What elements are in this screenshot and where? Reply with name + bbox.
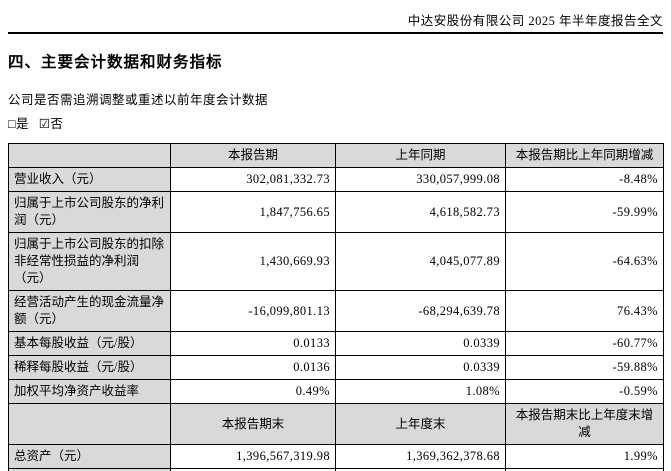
header-period-end-change: 本报告期末比上年度末增减: [505, 403, 664, 445]
row-current-value: 302,081,332.73: [170, 167, 336, 192]
table-row-basic-eps: 基本每股收益（元/股） 0.0133 0.0339 -60.77%: [8, 331, 664, 356]
report-header-text: 中达安股份有限公司 2025 年半年度报告全文: [407, 14, 663, 28]
table-row-net-assets: 归属于上市公司股东的净资产（元） 377,569,642.00 374,258,…: [8, 468, 664, 471]
row-current-value: 1,847,756.65: [170, 191, 336, 233]
row-label: 经营活动产生的现金流量净额（元）: [8, 290, 171, 332]
row-change-value: 0.88%: [505, 468, 664, 471]
row-current-value: -16,099,801.13: [170, 290, 336, 332]
row-label: 归属于上市公司股东的净利润（元）: [8, 191, 171, 233]
row-prior-value: 4,045,077.89: [335, 232, 506, 291]
period-header-row: 本报告期 上年同期 本报告期比上年同期增减: [8, 143, 664, 168]
row-label: 营业收入（元）: [8, 167, 171, 192]
financial-indicators-table: 本报告期 上年同期 本报告期比上年同期增减 营业收入（元） 302,081,33…: [8, 143, 664, 471]
table-row-weighted-avg-roe: 加权平均净资产收益率 0.49% 1.08% -0.59%: [8, 379, 664, 404]
header-prior-year-end: 上年度末: [335, 403, 506, 445]
row-label: 总资产（元）: [8, 444, 171, 469]
table-row-net-profit: 归属于上市公司股东的净利润（元） 1,847,756.65 4,618,582.…: [8, 191, 664, 233]
checkbox-no: ☑否: [38, 117, 64, 131]
row-prior-value: 4,618,582.73: [335, 191, 506, 233]
restatement-question: 公司是否需追溯调整或重述以前年度会计数据: [8, 93, 269, 107]
table-row-total-assets: 总资产（元） 1,396,567,319.98 1,369,362,378.68…: [8, 444, 664, 469]
section-title: 四、主要会计数据和财务指标: [8, 54, 223, 71]
row-label: 基本每股收益（元/股）: [8, 331, 171, 356]
row-current-value: 1,430,669.93: [170, 232, 336, 291]
header-current-period: 本报告期: [170, 143, 336, 168]
restatement-answer: □是 ☑否: [8, 117, 663, 132]
table-row-diluted-eps: 稀释每股收益（元/股） 0.0136 0.0339 -59.88%: [8, 355, 664, 380]
row-prior-value: 0.0339: [335, 331, 506, 356]
header-divider: [8, 32, 663, 34]
row-change-value: -60.77%: [505, 331, 664, 356]
row-current-value: 0.0136: [170, 355, 336, 380]
row-prior-value: 1,369,362,378.68: [335, 444, 506, 469]
row-change-value: -59.99%: [505, 191, 664, 233]
row-label: 稀释每股收益（元/股）: [8, 355, 171, 380]
row-change-value: -8.48%: [505, 167, 664, 192]
header-period-change: 本报告期比上年同期增减: [505, 143, 664, 168]
row-current-value: 0.49%: [170, 379, 336, 404]
row-change-value: 76.43%: [505, 290, 664, 332]
row-change-value: -0.59%: [505, 379, 664, 404]
row-label: 归属于上市公司股东的扣除非经常性损益的净利润（元）: [8, 232, 171, 291]
header-empty-cell: [8, 403, 171, 445]
row-prior-value: 0.0339: [335, 355, 506, 380]
row-change-value: -64.63%: [505, 232, 664, 291]
table-row-revenue: 营业收入（元） 302,081,332.73 330,057,999.08 -8…: [8, 167, 664, 192]
row-label: 加权平均净资产收益率: [8, 379, 171, 404]
row-prior-value: 1.08%: [335, 379, 506, 404]
end-of-period-header-row: 本报告期末 上年度末 本报告期末比上年度末增减: [8, 403, 664, 445]
row-prior-value: 330,057,999.08: [335, 167, 506, 192]
header-prior-period: 上年同期: [335, 143, 506, 168]
table-row-net-profit-excl-nonrecurring: 归属于上市公司股东的扣除非经常性损益的净利润（元） 1,430,669.93 4…: [8, 232, 664, 291]
table-row-operating-cash-flow: 经营活动产生的现金流量净额（元） -16,099,801.13 -68,294,…: [8, 290, 664, 332]
row-current-value: 1,396,567,319.98: [170, 444, 336, 469]
row-current-value: 0.0133: [170, 331, 336, 356]
header-current-period-end: 本报告期末: [170, 403, 336, 445]
row-change-value: -59.88%: [505, 355, 664, 380]
row-change-value: 1.99%: [505, 444, 664, 469]
checkbox-yes: □是: [8, 117, 30, 131]
header-empty-cell: [8, 143, 171, 168]
row-prior-value: -68,294,639.78: [335, 290, 506, 332]
